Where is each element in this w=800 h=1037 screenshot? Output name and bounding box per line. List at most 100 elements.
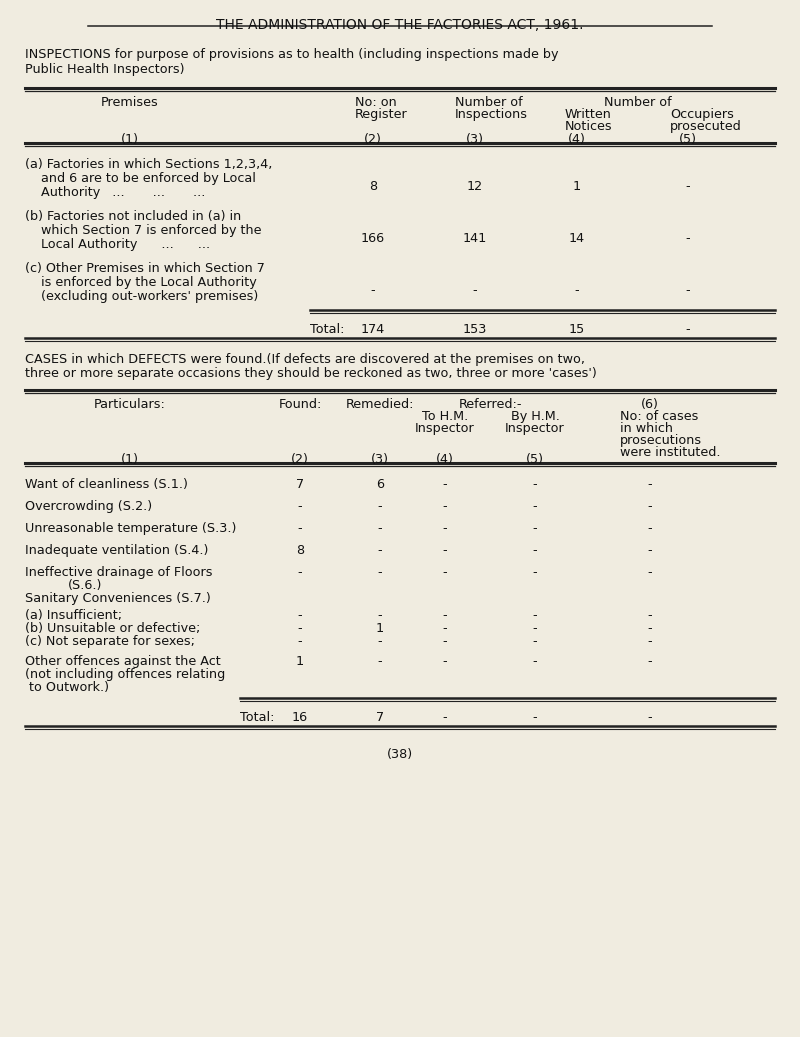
Text: (4): (4)	[436, 453, 454, 466]
Text: Inspections: Inspections	[455, 108, 528, 121]
Text: 174: 174	[361, 323, 385, 336]
Text: 7: 7	[296, 478, 304, 491]
Text: (38): (38)	[387, 748, 413, 761]
Text: -: -	[648, 711, 652, 724]
Text: (3): (3)	[466, 133, 484, 146]
Text: Authority   ...       ...       ...: Authority ... ... ...	[25, 186, 206, 199]
Text: 14: 14	[569, 232, 585, 245]
Text: -: -	[378, 566, 382, 579]
Text: -: -	[442, 500, 447, 513]
Text: -: -	[378, 655, 382, 668]
Text: -: -	[648, 609, 652, 622]
Text: -: -	[533, 500, 538, 513]
Text: (4): (4)	[568, 133, 586, 146]
Text: (3): (3)	[371, 453, 389, 466]
Text: -: -	[378, 609, 382, 622]
Text: -: -	[378, 500, 382, 513]
Text: Register: Register	[355, 108, 408, 121]
Text: -: -	[298, 635, 302, 648]
Text: -: -	[533, 566, 538, 579]
Text: -: -	[533, 711, 538, 724]
Text: 166: 166	[361, 232, 385, 245]
Text: -: -	[533, 622, 538, 635]
Text: -: -	[533, 478, 538, 491]
Text: -: -	[442, 711, 447, 724]
Text: 15: 15	[569, 323, 585, 336]
Text: By H.M.: By H.M.	[510, 410, 559, 423]
Text: -: -	[442, 655, 447, 668]
Text: -: -	[442, 566, 447, 579]
Text: 153: 153	[463, 323, 487, 336]
Text: (2): (2)	[364, 133, 382, 146]
Text: Other offences against the Act: Other offences against the Act	[25, 655, 221, 668]
Text: -: -	[442, 522, 447, 535]
Text: to Outwork.): to Outwork.)	[25, 681, 109, 694]
Text: prosecutions: prosecutions	[620, 435, 702, 447]
Text: Referred:-: Referred:-	[458, 398, 522, 411]
Text: Number of: Number of	[604, 96, 672, 109]
Text: -: -	[378, 635, 382, 648]
Text: and 6 are to be enforced by Local: and 6 are to be enforced by Local	[25, 172, 256, 185]
Text: -: -	[686, 284, 690, 297]
Text: No: on: No: on	[355, 96, 397, 109]
Text: Written: Written	[565, 108, 612, 121]
Text: (a) Insufficient;: (a) Insufficient;	[25, 609, 122, 622]
Text: To H.M.: To H.M.	[422, 410, 468, 423]
Text: (c) Not separate for sexes;: (c) Not separate for sexes;	[25, 635, 195, 648]
Text: (5): (5)	[526, 453, 544, 466]
Text: Premises: Premises	[101, 96, 159, 109]
Text: which Section 7 is enforced by the: which Section 7 is enforced by the	[25, 224, 262, 237]
Text: prosecuted: prosecuted	[670, 120, 742, 133]
Text: 6: 6	[376, 478, 384, 491]
Text: CASES in which DEFECTS were found.(If defects are discovered at the premises on : CASES in which DEFECTS were found.(If de…	[25, 353, 585, 366]
Text: 1: 1	[376, 622, 384, 635]
Text: -: -	[370, 284, 375, 297]
Text: -: -	[298, 609, 302, 622]
Text: Local Authority      ...      ...: Local Authority ... ...	[25, 239, 210, 251]
Text: -: -	[533, 544, 538, 557]
Text: (c) Other Premises in which Section 7: (c) Other Premises in which Section 7	[25, 262, 265, 275]
Text: -: -	[442, 622, 447, 635]
Text: 8: 8	[369, 180, 377, 193]
Text: -: -	[442, 635, 447, 648]
Text: Sanitary Conveniences (S.7.): Sanitary Conveniences (S.7.)	[25, 592, 210, 605]
Text: -: -	[298, 500, 302, 513]
Text: -: -	[574, 284, 579, 297]
Text: (1): (1)	[121, 133, 139, 146]
Text: 8: 8	[296, 544, 304, 557]
Text: Unreasonable temperature (S.3.): Unreasonable temperature (S.3.)	[25, 522, 236, 535]
Text: (2): (2)	[291, 453, 309, 466]
Text: Total:: Total:	[240, 711, 274, 724]
Text: is enforced by the Local Authority: is enforced by the Local Authority	[25, 276, 257, 289]
Text: -: -	[378, 522, 382, 535]
Text: Occupiers: Occupiers	[670, 108, 734, 121]
Text: Inspector: Inspector	[415, 422, 475, 435]
Text: -: -	[473, 284, 478, 297]
Text: 7: 7	[376, 711, 384, 724]
Text: 1: 1	[573, 180, 581, 193]
Text: Remedied:: Remedied:	[346, 398, 414, 411]
Text: -: -	[442, 544, 447, 557]
Text: -: -	[533, 655, 538, 668]
Text: (S.6.): (S.6.)	[68, 579, 102, 592]
Text: (6): (6)	[641, 398, 659, 411]
Text: THE ADMINISTRATION OF THE FACTORIES ACT, 1961.: THE ADMINISTRATION OF THE FACTORIES ACT,…	[216, 18, 584, 32]
Text: -: -	[648, 566, 652, 579]
Text: Public Health Inspectors): Public Health Inspectors)	[25, 63, 185, 76]
Text: (b) Factories not included in (a) in: (b) Factories not included in (a) in	[25, 211, 242, 223]
Text: -: -	[378, 544, 382, 557]
Text: No: of cases: No: of cases	[620, 410, 698, 423]
Text: -: -	[648, 478, 652, 491]
Text: were instituted.: were instituted.	[620, 446, 721, 459]
Text: Inspector: Inspector	[505, 422, 565, 435]
Text: 141: 141	[463, 232, 487, 245]
Text: -: -	[298, 522, 302, 535]
Text: three or more separate occasions they should be reckoned as two, three or more ': three or more separate occasions they sh…	[25, 367, 597, 380]
Text: -: -	[533, 635, 538, 648]
Text: -: -	[686, 232, 690, 245]
Text: -: -	[648, 635, 652, 648]
Text: Want of cleanliness (S.1.): Want of cleanliness (S.1.)	[25, 478, 188, 491]
Text: (excluding out-workers' premises): (excluding out-workers' premises)	[25, 290, 258, 303]
Text: -: -	[298, 622, 302, 635]
Text: 12: 12	[467, 180, 483, 193]
